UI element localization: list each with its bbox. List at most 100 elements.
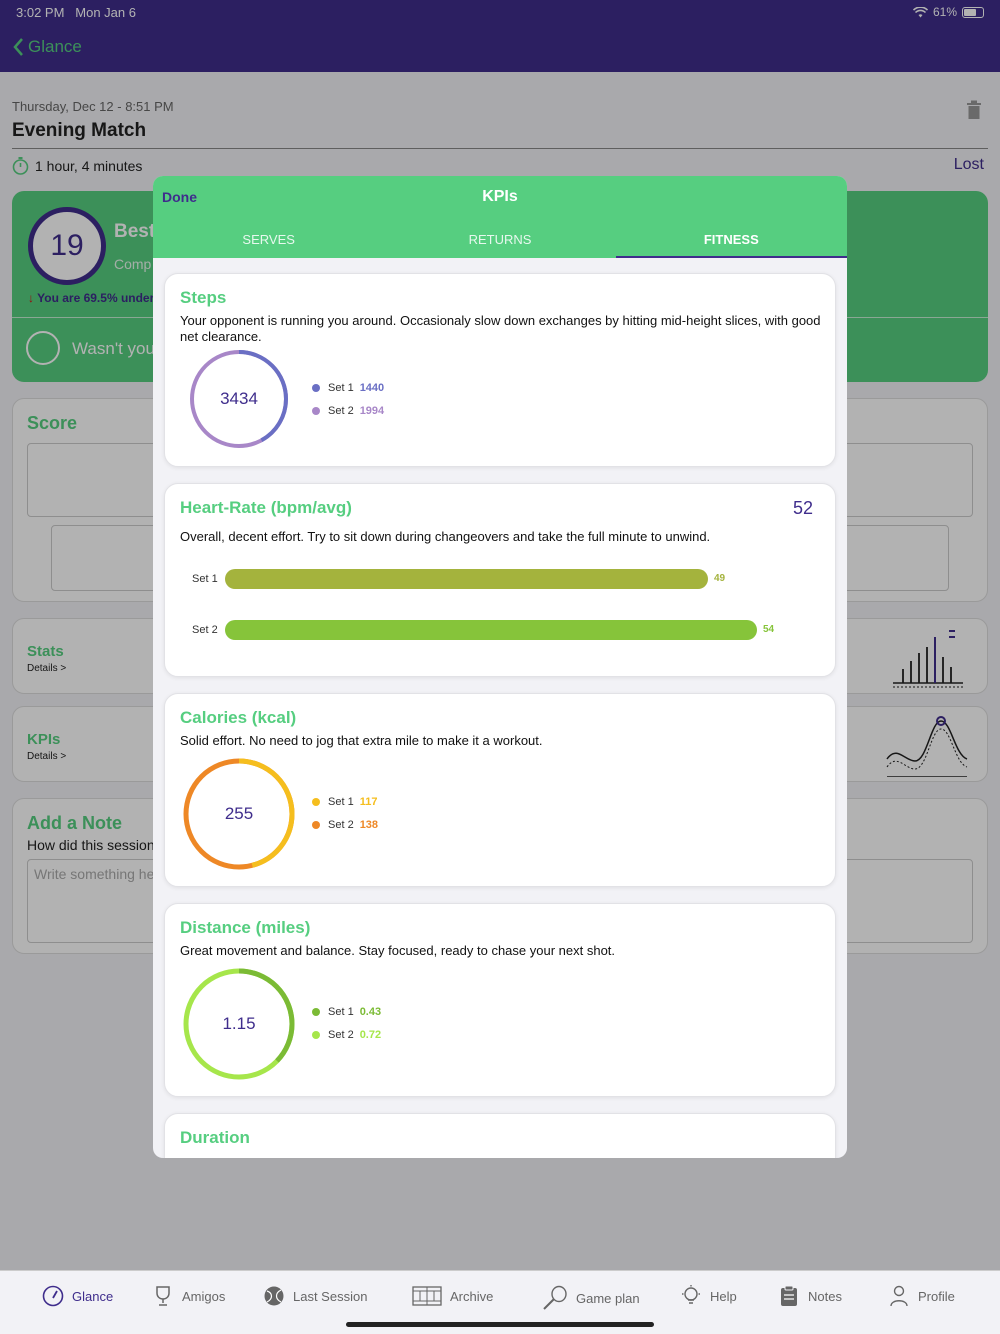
- legend-row: Set 2 138: [312, 813, 378, 836]
- heart-rate-title: Heart-Rate (bpm/avg): [180, 498, 352, 517]
- modal-header: Done KPIs SERVES RETURNS FITNESS: [153, 176, 847, 258]
- heart-rate-card: Heart-Rate (bpm/avg) 52 Overall, decent …: [164, 483, 836, 677]
- wasnt-text: Wasn't you: [72, 339, 155, 358]
- legend-dot: [312, 1030, 320, 1039]
- calories-desc: Solid effort. No need to jog that extra …: [180, 733, 543, 748]
- tennis-ball-icon: [264, 1286, 284, 1306]
- calories-title: Calories (kcal): [180, 708, 297, 727]
- legend-label: Set 2: [328, 404, 354, 417]
- heart-rate-value: 52: [792, 498, 813, 518]
- legend-value: 138: [359, 818, 379, 831]
- tabbar-item-glance[interactable]: Glance: [42, 1285, 113, 1307]
- tabbar-item-game-plan[interactable]: Game plan: [542, 1285, 640, 1311]
- legend-dot: [312, 797, 320, 806]
- legend-row: Set 1 117: [312, 790, 378, 813]
- stats-title: Stats: [27, 643, 64, 660]
- legend-label: Set 2: [328, 818, 354, 831]
- stats-details-link[interactable]: Details >: [27, 663, 67, 674]
- calories-card: Calories (kcal) Solid effort. No need to…: [164, 693, 836, 887]
- tabbar-label: Last Session: [293, 1288, 368, 1304]
- back-button[interactable]: Glance: [12, 37, 82, 57]
- distance-total: 1.15: [222, 1014, 256, 1033]
- session-title: Evening Match: [12, 120, 147, 141]
- clock-text: 3:02 PM: [16, 5, 65, 20]
- tab-returns[interactable]: RETURNS: [468, 232, 532, 247]
- chevron-left-icon: [13, 38, 23, 56]
- court-icon: [412, 1286, 442, 1306]
- wifi-icon: [912, 6, 928, 17]
- tab-fitness[interactable]: FITNESS: [615, 226, 847, 258]
- bar-label: Set 2: [192, 624, 218, 636]
- tab-serves[interactable]: SERVES: [242, 232, 295, 247]
- bar-track: 54: [225, 620, 785, 640]
- legend-row: Set 1 1440: [312, 376, 384, 399]
- kpis-title: KPIs: [27, 731, 61, 748]
- note-question: How did this session: [27, 837, 155, 853]
- match-result: Lost: [953, 156, 984, 173]
- modal-title: KPIs: [482, 188, 518, 205]
- bulb-icon: [682, 1285, 700, 1304]
- tabbar-label: Glance: [72, 1288, 114, 1304]
- distance-card: Distance (miles) Great movement and bala…: [164, 903, 836, 1097]
- compare-label: Comp: [114, 256, 152, 272]
- person-icon: [890, 1285, 908, 1307]
- kpi-scroll-area[interactable]: Steps Your opponent is running you aroun…: [153, 258, 847, 1158]
- clipboard-icon: [781, 1285, 797, 1306]
- tabbar-item-help[interactable]: Help: [680, 1285, 737, 1307]
- battery-percent: 61%: [932, 5, 957, 19]
- heart-rate-bar-set2: Set 2 54: [192, 620, 785, 640]
- bar-value: 54: [763, 624, 775, 635]
- tabbar-item-archive[interactable]: Archive: [412, 1285, 493, 1307]
- distance-desc: Great movement and balance. Stay focused…: [180, 943, 616, 958]
- distance-legend: Set 1 0.43 Set 2 0.72: [312, 1000, 381, 1046]
- tabbar-item-last-session[interactable]: Last Session: [263, 1285, 367, 1307]
- racket-icon: [543, 1285, 567, 1310]
- under-text: ↓ You are 69.5% under: [28, 291, 154, 305]
- heart-rate-bar-set1: Set 1 49: [192, 569, 785, 589]
- tabbar-item-profile[interactable]: Profile: [888, 1285, 955, 1307]
- bar-fill: [225, 569, 708, 589]
- legend-label: Set 1: [328, 1005, 354, 1018]
- tabbar-item-amigos[interactable]: Amigos: [152, 1285, 225, 1307]
- tabbar-label: Archive: [450, 1288, 494, 1304]
- legend-dot: [312, 820, 320, 829]
- tabbar-label: Notes: [808, 1288, 842, 1304]
- heart-rate-desc: Overall, decent effort. Try to sit down …: [180, 529, 711, 544]
- kpis-modal: Done KPIs SERVES RETURNS FITNESS Steps Y…: [153, 176, 847, 1158]
- kpi-trend-icon: [886, 716, 968, 777]
- under-text-value: You are 69.5% under: [37, 291, 155, 305]
- home-indicator: [346, 1322, 654, 1327]
- trash-icon[interactable]: [966, 100, 982, 120]
- steps-ring-graphic: [190, 350, 288, 448]
- best-label: Best: [114, 221, 156, 242]
- duration-row: 1 hour, 4 minutes: [12, 157, 142, 175]
- tabbar-label: Amigos: [182, 1288, 226, 1304]
- top-bar: 3:02 PM Mon Jan 6 61% Glance: [0, 0, 1000, 72]
- tabbar-label: Profile: [918, 1288, 955, 1304]
- duration-title: Duration: [180, 1128, 250, 1147]
- legend-row: Set 2 1994: [312, 399, 384, 422]
- legend-value: 117: [359, 795, 378, 808]
- tabbar-item-notes[interactable]: Notes: [778, 1285, 842, 1307]
- bar-value: 49: [714, 573, 726, 584]
- tabbar-label: Game plan: [576, 1290, 640, 1306]
- legend-dot: [312, 383, 320, 392]
- distance-ring: 1.15: [179, 964, 299, 1084]
- date-text: Mon Jan 6: [75, 5, 136, 20]
- duration-card: Duration: [164, 1113, 836, 1158]
- note-title: Add a Note: [27, 813, 123, 833]
- legend-value: 0.43: [359, 1005, 382, 1018]
- calories-ring: 255: [179, 754, 299, 874]
- bottom-tab-bar: Glance Amigos Last Session Archive Game …: [0, 1270, 1000, 1334]
- done-button[interactable]: Done: [162, 189, 197, 205]
- gauge-icon: [42, 1285, 64, 1307]
- status-time: 3:02 PM Mon Jan 6: [16, 5, 136, 20]
- calories-legend: Set 1 117 Set 2 138: [312, 790, 378, 836]
- trophy-icon: [156, 1286, 170, 1306]
- kpi-tabs: SERVES RETURNS FITNESS: [153, 226, 847, 258]
- bar-fill: [225, 620, 757, 640]
- kpis-details-link[interactable]: Details >: [27, 751, 67, 762]
- legend-value: 0.72: [359, 1028, 382, 1041]
- legend-dot: [312, 406, 320, 415]
- divider: [12, 148, 988, 149]
